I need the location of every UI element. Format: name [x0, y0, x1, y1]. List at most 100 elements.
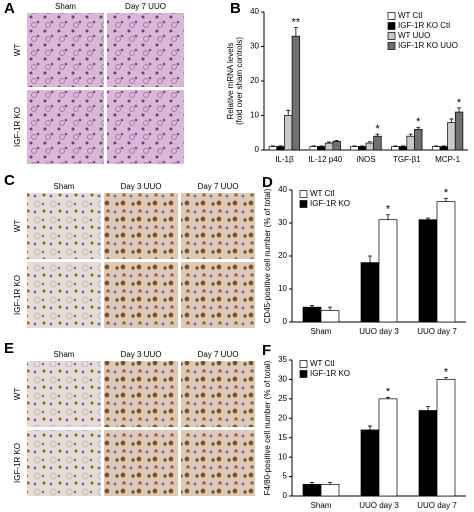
y-tick-label: 5 — [283, 472, 288, 481]
error-bar — [375, 133, 380, 137]
bar — [360, 262, 380, 323]
error-bar — [270, 145, 275, 147]
error-bar — [327, 482, 332, 485]
legend-swatch — [387, 12, 396, 20]
error-bar — [293, 27, 298, 37]
legend-label: WT Ctl — [310, 189, 335, 198]
bar — [454, 111, 464, 151]
panel-label: F — [262, 342, 271, 359]
significance-marker: * — [386, 386, 391, 398]
legend-label: WT UUO — [398, 31, 430, 40]
legend-swatch — [299, 190, 308, 198]
error-bar — [310, 482, 315, 485]
bar — [436, 201, 456, 323]
bar — [324, 142, 334, 151]
y-tick-label: 15 — [278, 433, 287, 442]
column-header: Sham — [54, 182, 75, 191]
error-bar — [441, 145, 446, 147]
error-bar — [385, 214, 390, 220]
x-tick-label: MCP-1 — [435, 155, 460, 164]
error-bar — [385, 396, 390, 399]
panel-label: C — [4, 172, 15, 189]
y-tick-label: 20 — [250, 76, 259, 85]
error-bar — [278, 145, 283, 147]
x-tick-label: Sham — [311, 501, 332, 510]
bar — [276, 146, 285, 151]
error-bar — [352, 145, 357, 147]
error-bar — [319, 145, 324, 147]
error-bar — [310, 305, 315, 308]
bar — [414, 128, 423, 151]
bar — [373, 135, 382, 151]
y-tick-label: 40 — [250, 7, 259, 16]
y-tick-label: 20 — [278, 413, 287, 422]
bar — [431, 146, 441, 151]
bar — [398, 146, 408, 151]
legend-swatch — [299, 200, 308, 208]
bar — [350, 146, 359, 151]
bar — [268, 146, 278, 151]
error-bar — [457, 107, 462, 113]
y-tick-label: 0 — [283, 491, 288, 500]
micrograph — [27, 90, 104, 164]
column-header: Day 7 UUO — [198, 182, 239, 191]
row-label: WT — [13, 44, 22, 57]
x-tick-label: Sham — [311, 327, 332, 336]
significance-marker: * — [444, 366, 449, 378]
bar — [418, 410, 438, 497]
legend-swatch — [299, 370, 308, 378]
y-axis-label: F4/80-positive cell number (% of total) — [263, 360, 272, 495]
bar — [439, 146, 448, 151]
error-bar — [311, 145, 316, 147]
y-tick-label: 10 — [250, 111, 259, 120]
legend-label: WT Ctl — [398, 11, 423, 20]
y-tick-label: 30 — [278, 375, 287, 384]
bar — [317, 146, 326, 151]
micrograph — [104, 430, 178, 496]
row-label: WT — [13, 388, 22, 401]
bar — [447, 122, 456, 151]
column-header: Day 7 UUO — [125, 2, 166, 11]
row-label: IGF-1R KO — [13, 443, 22, 483]
error-bar — [426, 406, 431, 411]
legend-swatch — [387, 32, 396, 40]
significance-marker: * — [375, 123, 380, 135]
bar — [418, 219, 438, 323]
significance-marker: * — [457, 97, 462, 109]
y-tick-label: 10 — [278, 284, 287, 293]
row-label: IGF-1R KO — [13, 107, 22, 147]
y-tick-label: 30 — [250, 42, 259, 51]
error-bar — [360, 145, 365, 147]
error-bar — [400, 145, 405, 147]
micrograph — [27, 430, 101, 496]
error-bar — [434, 145, 439, 147]
y-tick-label: 20 — [278, 251, 287, 260]
legend-label: IGF-1R KO Ctl — [398, 21, 450, 30]
column-header: Day 7 UUO — [198, 350, 239, 359]
error-bar — [327, 306, 332, 311]
error-bar — [286, 109, 291, 116]
x-tick-label: UUO day 3 — [359, 327, 399, 336]
error-bar — [393, 145, 398, 147]
y-axis-label: (fold over sham controls) — [235, 37, 244, 125]
micrograph — [181, 430, 255, 496]
micrograph — [107, 90, 184, 164]
panel-label: E — [4, 340, 14, 357]
x-tick-label: IL-1β — [275, 155, 294, 164]
x-tick-label: TGF-β1 — [393, 155, 421, 164]
bar — [365, 142, 375, 151]
column-header: Sham — [55, 2, 76, 11]
micrograph — [27, 193, 101, 259]
y-tick-label: 30 — [278, 218, 287, 227]
micrograph — [181, 361, 255, 427]
x-tick-label: UUO day 7 — [417, 501, 457, 510]
row-label: WT — [13, 220, 22, 233]
bar — [378, 398, 398, 497]
bar — [332, 141, 341, 151]
panel-label: D — [262, 174, 273, 191]
bar — [309, 146, 318, 151]
legend-label: WT Ctl — [310, 359, 335, 368]
legend-label: IGF-1R KO UUO — [398, 41, 458, 50]
x-tick-label: iNOS — [356, 155, 375, 164]
bar — [391, 146, 400, 151]
